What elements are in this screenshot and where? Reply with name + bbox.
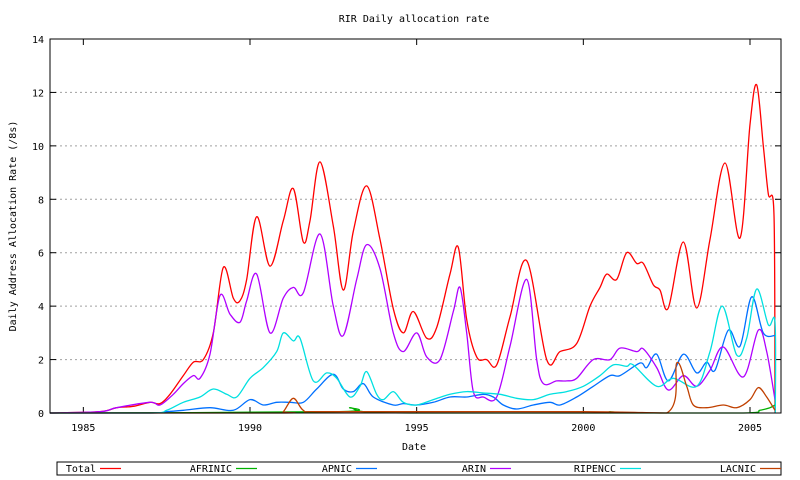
legend-item-total: Total <box>66 464 121 475</box>
legend-label: APNIC <box>322 464 352 475</box>
legend-label: LACNIC <box>720 464 756 475</box>
x-tick-label: 2005 <box>738 423 762 434</box>
legend: Total AFRINIC APNIC ARIN RIPENCC LACNIC <box>56 461 782 476</box>
legend-item-lacnic: LACNIC <box>720 464 781 475</box>
x-tick-label: 1995 <box>405 423 429 434</box>
y-tick-label: 2 <box>38 356 44 367</box>
x-tick-label: 2000 <box>571 423 595 434</box>
legend-label: Total <box>66 464 96 475</box>
x-axis-label: Date <box>402 442 426 453</box>
y-tick-label: 8 <box>38 195 44 206</box>
legend-item-apnic: APNIC <box>322 464 377 475</box>
legend-label: ARIN <box>462 464 486 475</box>
plot-border <box>49 38 782 414</box>
y-axis-label: Daily Address Allocation Rate (/8s) <box>8 121 19 332</box>
series-lines <box>49 83 777 414</box>
legend-item-afrinic: AFRINIC <box>190 464 257 475</box>
legend-box <box>56 461 782 476</box>
series-line-apnic <box>49 296 776 414</box>
x-tick-label: 1990 <box>238 423 262 434</box>
legend-item-arin: ARIN <box>462 464 511 475</box>
legend-item-ripencc: RIPENCC <box>574 464 641 475</box>
y-tick-label: 12 <box>32 88 44 99</box>
series-line-arin <box>49 233 776 414</box>
legend-label: RIPENCC <box>574 464 616 475</box>
series-line-total <box>49 83 776 414</box>
x-tick-label: 1985 <box>71 423 95 434</box>
legend-label: AFRINIC <box>190 464 232 475</box>
chart-title: RIR Daily allocation rate <box>339 14 490 25</box>
y-tick-label: 4 <box>38 302 44 313</box>
y-tick-label: 6 <box>38 249 44 260</box>
y-tick-label: 10 <box>32 142 44 153</box>
y-tick-label: 0 <box>38 409 44 420</box>
y-tick-label: 14 <box>32 35 44 46</box>
series-line-ripencc <box>49 288 777 414</box>
axis-ticks: 0 2 4 6 8 10 12 14 1985 1990 1995 2000 2005 <box>32 35 781 434</box>
gridlines <box>50 91 781 361</box>
